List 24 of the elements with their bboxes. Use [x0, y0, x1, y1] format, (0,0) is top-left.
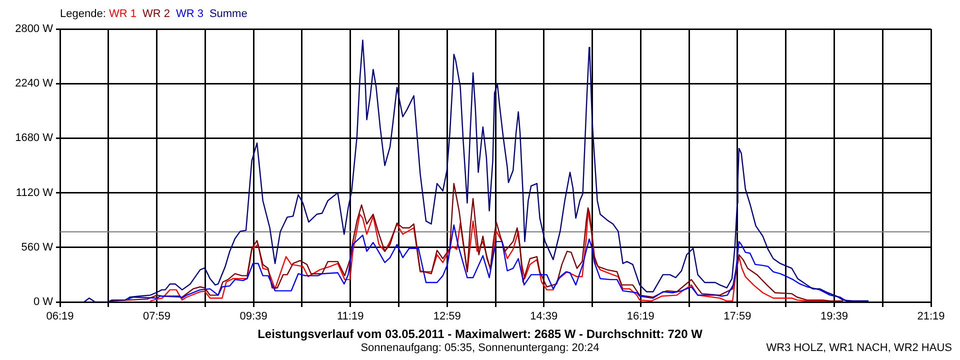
y-tick-label: 1680 W	[15, 132, 54, 144]
x-tick-label: 16:19	[626, 310, 654, 323]
x-tick-label: 07:59	[143, 310, 171, 323]
x-tick-label: 09:39	[240, 310, 268, 323]
x-tick-label: 21:19	[917, 310, 945, 323]
text: WR3 HOLZ, WR1 NACH, WR2 HAUS	[766, 342, 952, 354]
y-tick-label: 1120 W	[16, 186, 54, 199]
text: Summe	[209, 8, 248, 20]
x-tick-label: 11:19	[336, 310, 364, 323]
x-tick-label: 19:39	[820, 310, 848, 323]
legend-title: Legende:	[60, 8, 107, 20]
text: WR 1	[108, 8, 136, 20]
y-tick-label: 2800 W	[15, 23, 54, 36]
text: Sonnenaufgang: 05:35, Sonnenuntergang: 20:24	[360, 342, 600, 354]
y-tick-label: 2240 W	[15, 78, 54, 90]
x-tick-label: 14:39	[530, 310, 558, 323]
text: Leistungsverlauf vom 03.05.2011 - Maximalwert: 2685 W - Durchschnitt: 720 W	[256, 327, 704, 341]
y-tick-label: 0 W	[33, 296, 54, 308]
x-tick-label: 17:59	[724, 310, 752, 323]
text: WR 2	[142, 8, 170, 20]
y-tick-label: 560 W	[21, 241, 54, 254]
x-tick-label: 06:19	[46, 310, 74, 323]
x-tick-label: 12:59	[433, 310, 461, 323]
text: WR 3	[176, 8, 204, 20]
